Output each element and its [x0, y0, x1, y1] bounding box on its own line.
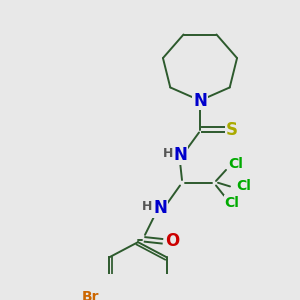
Text: H: H: [142, 200, 152, 213]
Text: N: N: [153, 199, 167, 217]
Text: Br: Br: [81, 290, 99, 300]
Text: Cl: Cl: [225, 196, 239, 210]
Text: S: S: [226, 121, 238, 139]
Text: N: N: [193, 92, 207, 110]
Text: Cl: Cl: [237, 179, 251, 194]
Text: Cl: Cl: [229, 158, 243, 172]
Text: N: N: [173, 146, 187, 164]
Text: H: H: [163, 147, 173, 160]
Text: O: O: [165, 232, 179, 250]
